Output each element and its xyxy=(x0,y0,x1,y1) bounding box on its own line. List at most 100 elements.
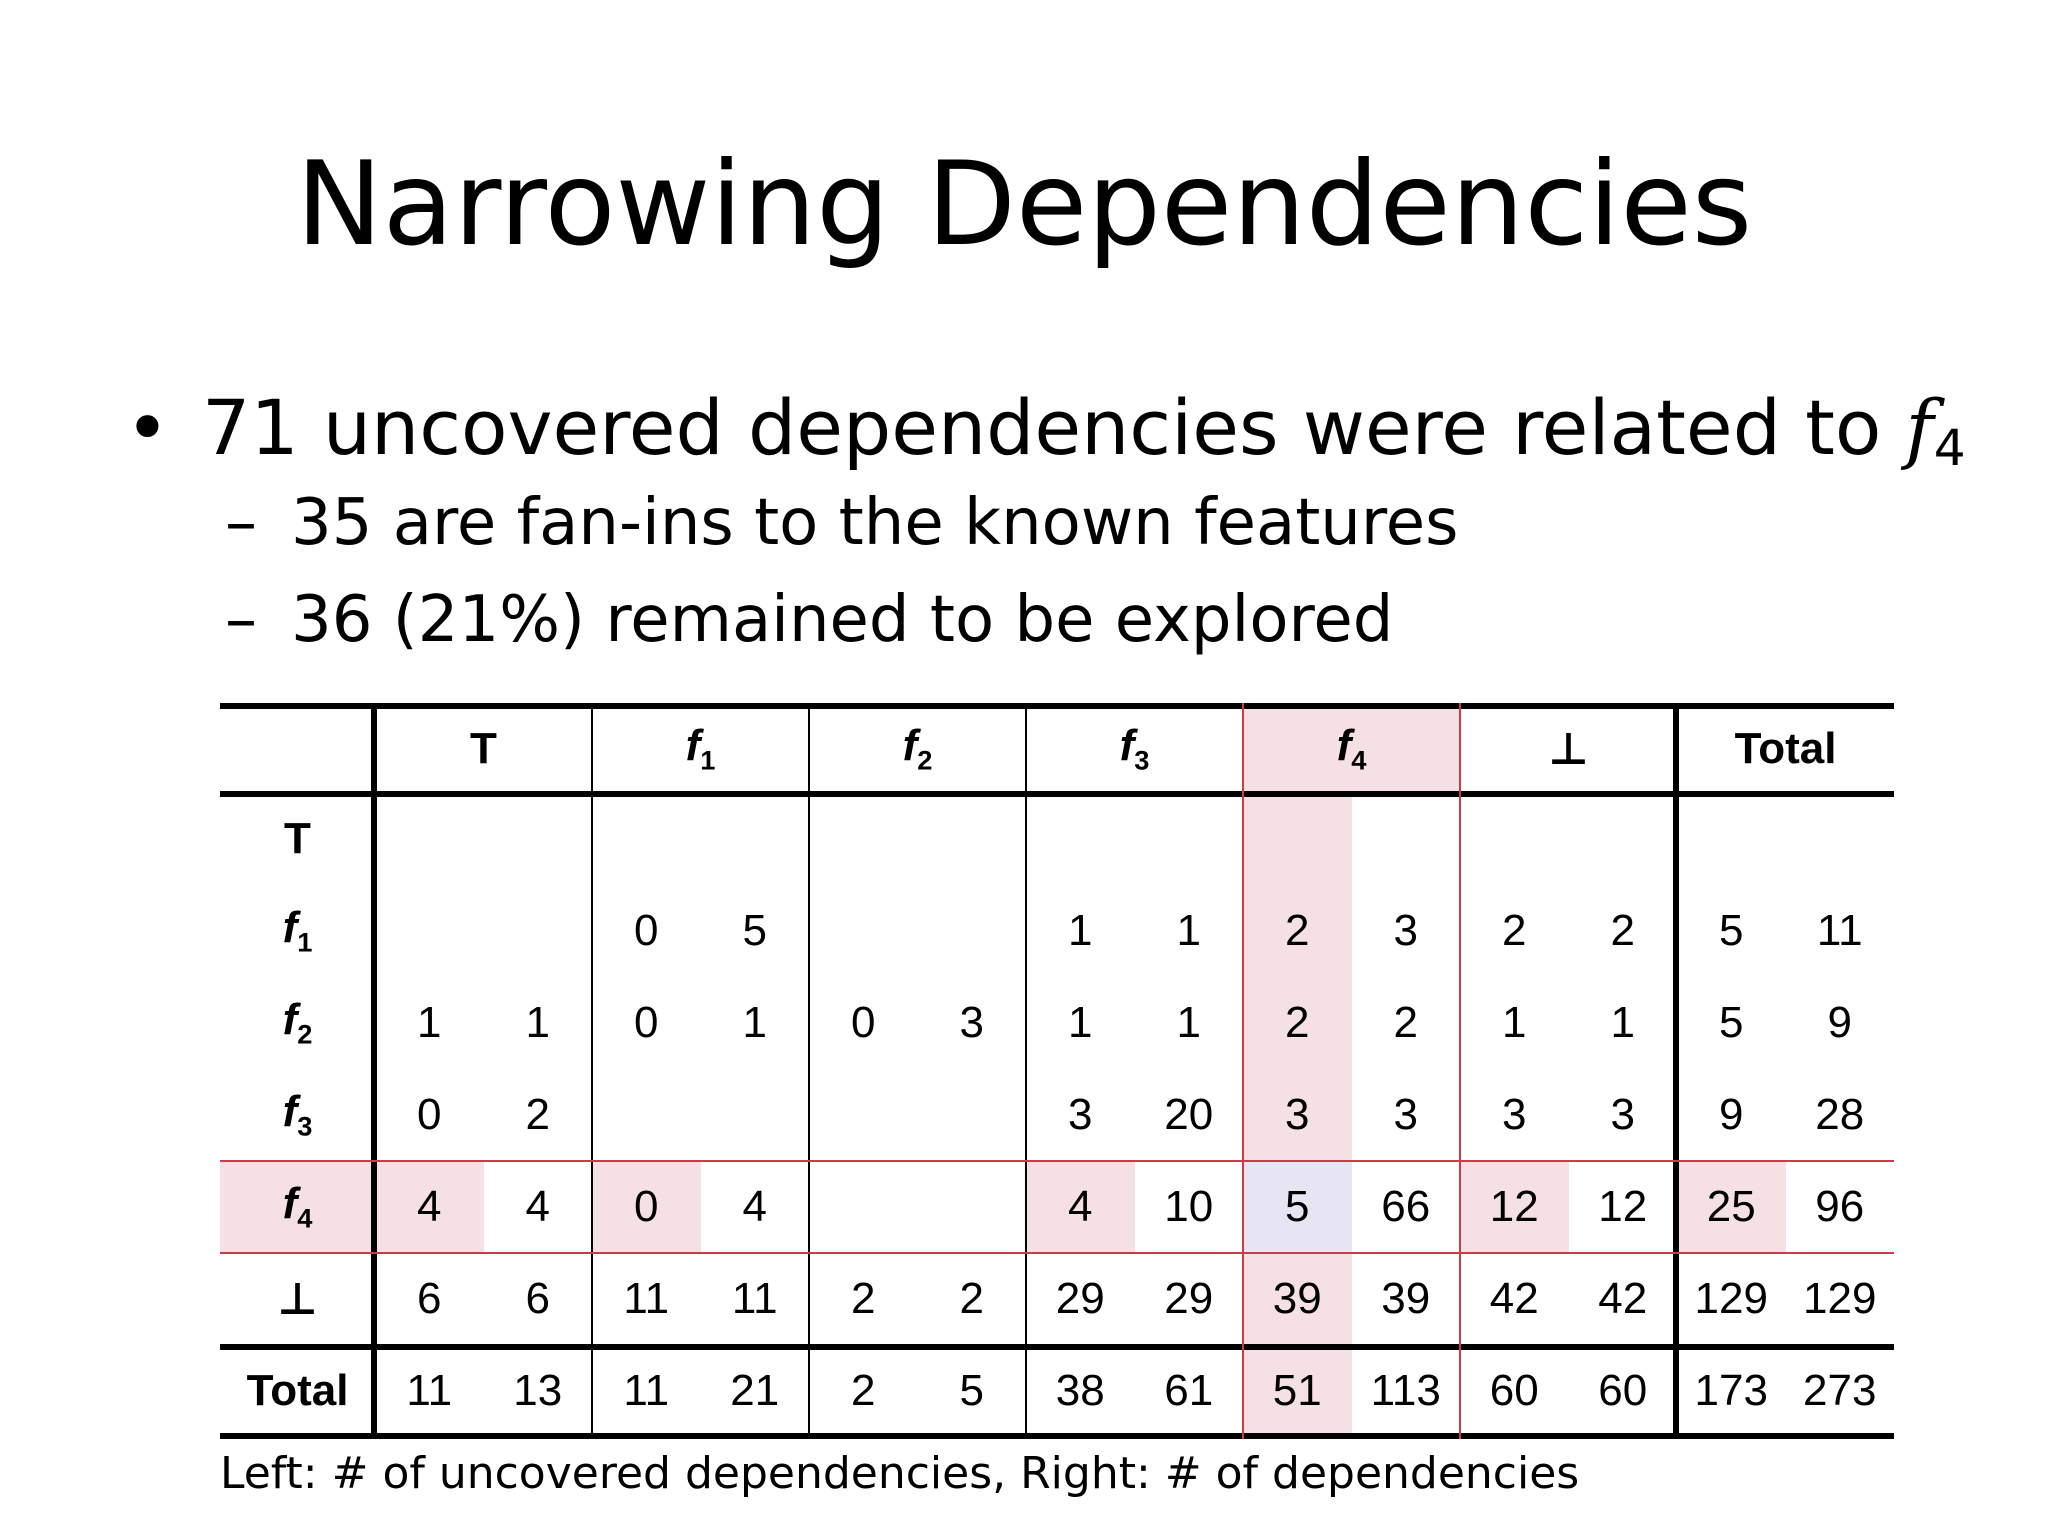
slide-title: Narrowing Dependencies xyxy=(295,137,1753,272)
table-cell xyxy=(375,885,484,977)
table-cell: 28 xyxy=(1815,1090,1865,1139)
feature-sub: 4 xyxy=(297,1202,313,1234)
table-cell: 1 xyxy=(1176,998,1201,1047)
rule-total-left xyxy=(1673,703,1679,1439)
highlight-f4-row-cell xyxy=(1677,1161,1786,1253)
table-cell: 1 xyxy=(1610,998,1635,1047)
feature-sub: 1 xyxy=(700,744,716,776)
table-cell xyxy=(918,793,1027,885)
feature-sub: 4 xyxy=(1351,744,1367,776)
table-cell: 0 xyxy=(417,1090,442,1139)
row-header: Total xyxy=(220,1345,375,1437)
table-cell: 1 xyxy=(1502,998,1527,1047)
table-cell xyxy=(809,885,918,977)
table-cell: 60 xyxy=(1489,1366,1539,1415)
table-cell: 51 xyxy=(1272,1366,1322,1415)
table-cell: 6 xyxy=(417,1274,442,1323)
table-cell: 5 xyxy=(1719,906,1744,955)
feature-var: f3 xyxy=(282,1087,313,1142)
feature-var: f2 xyxy=(282,995,313,1050)
table-cell: 4 xyxy=(417,1182,442,1231)
table-cell: 273 xyxy=(1803,1366,1877,1415)
table-cell: 9 xyxy=(1719,1090,1744,1139)
table-cell: 38 xyxy=(1055,1366,1105,1415)
table-cell: 1 xyxy=(1176,906,1201,955)
rule-f4-row-bottom xyxy=(220,1252,1894,1254)
table-cell: 3 xyxy=(959,998,984,1047)
table-cell: 39 xyxy=(1272,1274,1322,1323)
table-cell xyxy=(484,885,593,977)
table-cell: 2 xyxy=(851,1366,876,1415)
dash-icon: – xyxy=(225,486,257,560)
table-cell: 3 xyxy=(1393,1090,1418,1139)
table-cell: 4 xyxy=(1068,1182,1093,1231)
label-text: Total xyxy=(246,1366,349,1415)
rule-header-bottom xyxy=(220,791,1894,797)
rule-f4-column xyxy=(1242,703,1244,1439)
table-cell: 1 xyxy=(742,998,767,1047)
column-header: f4 xyxy=(1243,703,1460,795)
feature-var: f1 xyxy=(685,721,716,776)
feature-var: f1 xyxy=(282,903,313,958)
column-header: ⊥ xyxy=(1460,703,1677,795)
table-cell xyxy=(701,793,810,885)
table-cell: 2 xyxy=(1285,998,1310,1047)
table-cell: 13 xyxy=(513,1366,563,1415)
table-cell: 11 xyxy=(623,1274,670,1323)
feature-sub: 2 xyxy=(297,1018,313,1050)
table-cell: 11 xyxy=(623,1366,670,1415)
table-cell: 0 xyxy=(634,998,659,1047)
table-cell xyxy=(592,793,701,885)
table-cell: 129 xyxy=(1803,1274,1877,1323)
table-cell: 6 xyxy=(525,1274,550,1323)
table-cell: 25 xyxy=(1706,1182,1756,1231)
table-cell: 4 xyxy=(742,1182,767,1231)
table-cell: 11 xyxy=(731,1274,778,1323)
table-cell xyxy=(809,1161,918,1253)
table-cell: 42 xyxy=(1598,1274,1648,1323)
table-cell: 2 xyxy=(1502,906,1527,955)
table-cell xyxy=(1786,793,1895,885)
column-header: Total xyxy=(1677,703,1894,795)
table-cell: 0 xyxy=(634,906,659,955)
rule-label-right xyxy=(371,703,377,1439)
bullet-var: f xyxy=(1905,383,1934,472)
table-cell: 0 xyxy=(851,998,876,1047)
feature-var: f4 xyxy=(282,1179,313,1234)
table-cell: 60 xyxy=(1598,1366,1648,1415)
table-cell: 1 xyxy=(1068,906,1093,955)
table-cell xyxy=(918,1069,1027,1161)
feature-var: f3 xyxy=(1119,721,1150,776)
label-text: T xyxy=(470,724,497,773)
feature-sub: 3 xyxy=(297,1110,313,1142)
table-cell: 5 xyxy=(1719,998,1744,1047)
table-cell: 2 xyxy=(525,1090,550,1139)
table-cell: 5 xyxy=(1285,1182,1310,1231)
table-cell: 2 xyxy=(851,1274,876,1323)
table-cell: 5 xyxy=(742,906,767,955)
table-cell: 61 xyxy=(1164,1366,1214,1415)
table-cell xyxy=(484,793,593,885)
highlight-f4-row-cell xyxy=(592,1161,701,1253)
label-text: ⊥ xyxy=(277,1274,318,1324)
table-cell: 1 xyxy=(417,998,442,1047)
feature-sub: 3 xyxy=(1134,744,1150,776)
bullet-dot-icon: • xyxy=(125,383,170,472)
highlight-f4-row-cell xyxy=(1460,1161,1569,1253)
table-cell: 1 xyxy=(525,998,550,1047)
table-cell: 3 xyxy=(1393,906,1418,955)
feature-var: f2 xyxy=(902,721,933,776)
table-cell: 1 xyxy=(1068,998,1093,1047)
table-cell: 3 xyxy=(1068,1090,1093,1139)
highlight-f4-row-cell xyxy=(1026,1161,1135,1253)
table-caption: Left: # of uncovered dependencies, Right… xyxy=(220,1448,1580,1499)
table-cell: 66 xyxy=(1381,1182,1431,1231)
highlight-f4-f4-cell xyxy=(1243,1161,1352,1253)
table-cell xyxy=(1460,793,1569,885)
bullet-text: 71 uncovered dependencies were related t… xyxy=(202,380,1966,496)
table-cell xyxy=(918,885,1027,977)
table-cell xyxy=(809,793,918,885)
feature-sub: 2 xyxy=(917,744,933,776)
label-text: Total xyxy=(1734,724,1837,773)
